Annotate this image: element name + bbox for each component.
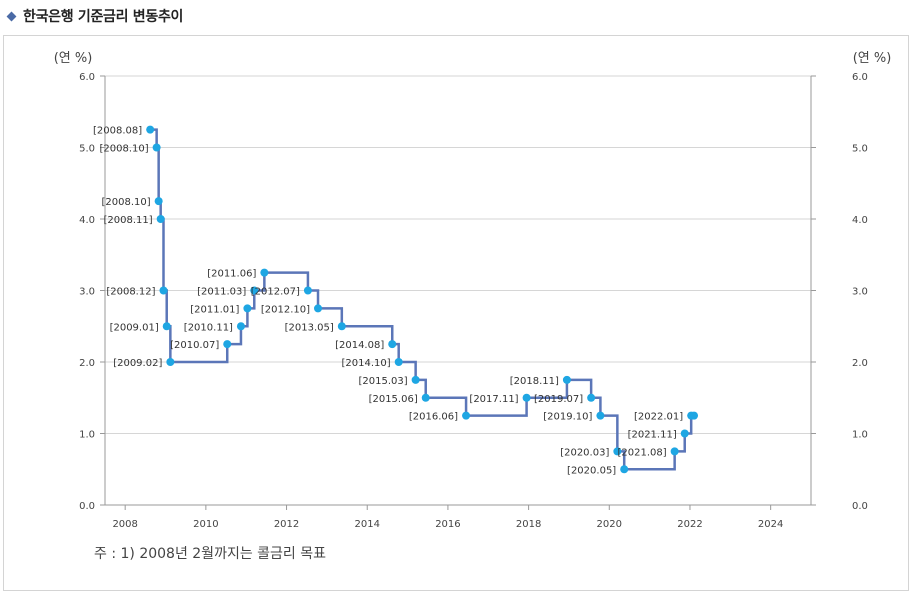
data-label-28: [2022.01]	[634, 412, 683, 423]
data-label-0: [2008.08]	[93, 126, 142, 137]
ytick-label-right-5: 5.0	[852, 144, 868, 155]
rate-step-line	[150, 128, 695, 471]
xtick-label-0: 2008	[112, 519, 137, 530]
data-point-24	[613, 447, 622, 456]
data-label-25: [2020.05]	[567, 465, 616, 476]
rate-series	[146, 125, 699, 474]
data-label-8: [2010.11]	[184, 322, 233, 333]
data-point-12	[303, 286, 312, 295]
data-label-2: [2008.10]	[101, 197, 150, 208]
data-point-25	[620, 465, 629, 474]
data-point-17	[411, 375, 420, 384]
data-point-19	[462, 411, 471, 420]
data-point-29	[690, 411, 699, 420]
data-label-14: [2013.05]	[285, 322, 334, 333]
data-point-0	[146, 125, 155, 134]
data-label-18: [2015.06]	[369, 394, 418, 405]
y-unit-left: (연 %)	[54, 51, 93, 66]
ytick-label-right-4: 4.0	[852, 215, 868, 226]
ytick-label-left-1: 1.0	[79, 430, 95, 441]
data-label-26: [2021.08]	[617, 447, 666, 458]
data-label-6: [2009.02]	[113, 358, 162, 369]
data-labels: [2008.08] [2008.10] [2008.10] [2008.11] [200…	[93, 126, 683, 477]
ytick-label-right-0: 0.0	[852, 501, 868, 512]
footnote: 주 : 1) 2008년 2월까지는 콜금리 목표	[94, 546, 327, 562]
data-point-21	[562, 375, 571, 384]
data-label-17: [2015.03]	[358, 376, 407, 387]
chart-title: 한국은행 기준금리 변동추이	[23, 9, 184, 25]
data-point-7	[223, 340, 232, 349]
data-point-18	[421, 393, 430, 402]
xtick-label-7: 2022	[677, 519, 702, 530]
data-point-27	[680, 429, 689, 438]
data-label-5: [2009.01]	[110, 322, 159, 333]
ytick-label-left-3: 3.0	[79, 287, 95, 298]
ytick-label-left-2: 2.0	[79, 358, 95, 369]
data-point-22	[587, 393, 596, 402]
ytick-label-right-1: 1.0	[852, 430, 868, 441]
data-point-16	[394, 358, 403, 366]
data-label-3: [2008.11]	[104, 215, 153, 226]
ytick-label-left-0: 0.0	[79, 501, 95, 512]
data-label-19: [2016.06]	[409, 412, 458, 423]
data-label-9: [2011.01]	[190, 304, 239, 315]
data-label-16: [2014.10]	[342, 358, 391, 369]
xtick-label-2: 2012	[274, 519, 299, 530]
data-point-13	[314, 304, 323, 313]
data-point-1	[152, 143, 161, 152]
data-point-9	[243, 304, 252, 313]
data-label-11: [2011.06]	[207, 269, 256, 280]
data-point-5	[162, 322, 171, 331]
data-point-26	[670, 447, 679, 456]
title-row: 한국은행 기준금리 변동추이	[6, 5, 183, 27]
data-point-8	[236, 322, 245, 331]
data-label-4: [2008.12]	[106, 287, 155, 298]
xtick-label-8: 2024	[758, 519, 783, 530]
tick-labels: 0.0 0.0 1.0 1.0 2.0 2.0 3.0 3.0 4.0 4.0 5.0 5.0 6.0 6…	[79, 72, 868, 530]
data-label-22: [2019.07]	[534, 394, 583, 405]
data-label-12: [2012.07]	[251, 287, 300, 298]
data-point-15	[388, 340, 397, 349]
ytick-label-right-2: 2.0	[852, 358, 868, 369]
data-label-23: [2019.10]	[543, 412, 592, 423]
data-point-3	[156, 215, 165, 223]
ytick-label-left-5: 5.0	[79, 144, 95, 155]
data-label-15: [2014.08]	[335, 340, 384, 351]
xtick-label-6: 2020	[597, 519, 622, 530]
data-label-13: [2012.10]	[261, 304, 310, 315]
data-label-21: [2018.11]	[510, 376, 559, 387]
xtick-label-1: 2010	[193, 519, 218, 530]
data-label-24: [2020.03]	[560, 447, 609, 458]
data-label-10: [2011.03]	[197, 287, 246, 298]
ytick-label-left-6: 6.0	[79, 72, 95, 83]
chart-frame	[3, 35, 909, 591]
xtick-label-3: 2014	[355, 519, 380, 530]
ytick-label-right-6: 6.0	[852, 72, 868, 83]
data-point-10	[250, 286, 259, 295]
xtick-label-5: 2018	[516, 519, 541, 530]
ytick-label-left-4: 4.0	[79, 215, 95, 226]
data-label-27: [2021.11]	[628, 430, 677, 441]
data-point-6	[166, 358, 175, 366]
data-point-20	[522, 393, 531, 402]
xtick-label-4: 2016	[435, 519, 460, 530]
axes	[100, 75, 816, 510]
data-point-11	[260, 268, 269, 277]
data-point-4	[159, 286, 168, 295]
data-label-1: [2008.10]	[99, 144, 148, 155]
data-point-14	[337, 322, 346, 331]
data-point-23	[596, 411, 605, 420]
data-label-20: [2017.11]	[469, 394, 518, 405]
data-label-7: [2010.07]	[170, 340, 219, 351]
ytick-label-right-3: 3.0	[852, 287, 868, 298]
y-unit-right: (연 %)	[853, 51, 892, 66]
data-point-2	[154, 197, 163, 206]
